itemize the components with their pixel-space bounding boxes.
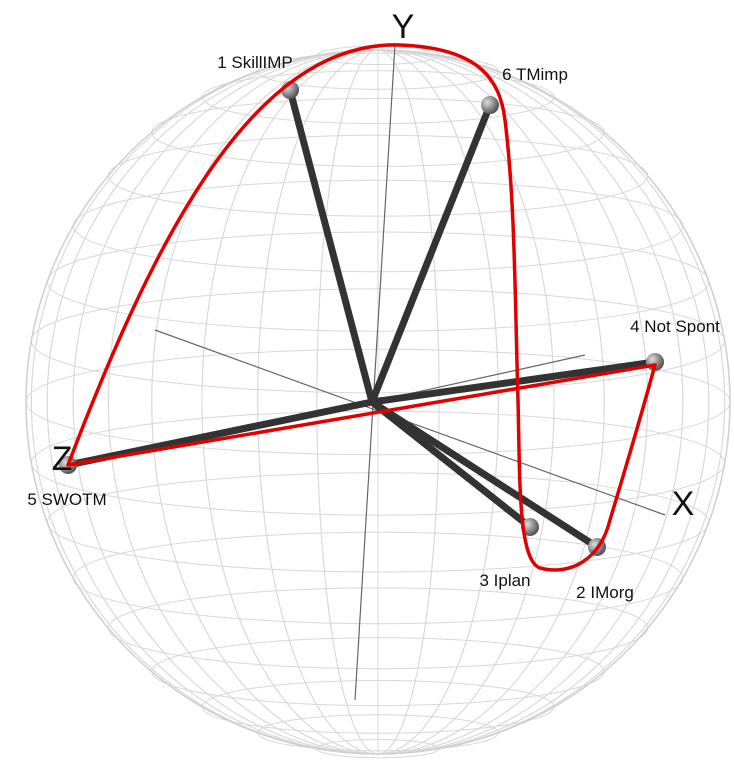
node-label: 5 SWOTM bbox=[27, 490, 106, 509]
node-label: 2 IMorg bbox=[576, 583, 634, 602]
red-curve bbox=[66, 43, 657, 572]
vector bbox=[368, 398, 601, 551]
node bbox=[481, 96, 499, 114]
vector bbox=[368, 358, 659, 406]
node-label: 6 TMimp bbox=[502, 65, 568, 84]
vector bbox=[64, 398, 376, 469]
vector bbox=[286, 86, 376, 406]
node-label: 1 SkillIMP bbox=[217, 53, 293, 72]
nodes bbox=[59, 81, 664, 556]
axis-label: Y bbox=[392, 8, 415, 46]
axis-label: X bbox=[672, 485, 695, 523]
vector bbox=[368, 101, 494, 406]
y-axis bbox=[354, 44, 396, 701]
axis-label: Z bbox=[52, 440, 73, 478]
vectors bbox=[64, 86, 659, 551]
sphere-outline bbox=[25, 49, 731, 755]
node-label: 3 Iplan bbox=[479, 571, 530, 590]
node-label: 4 Not Spont bbox=[630, 317, 720, 336]
